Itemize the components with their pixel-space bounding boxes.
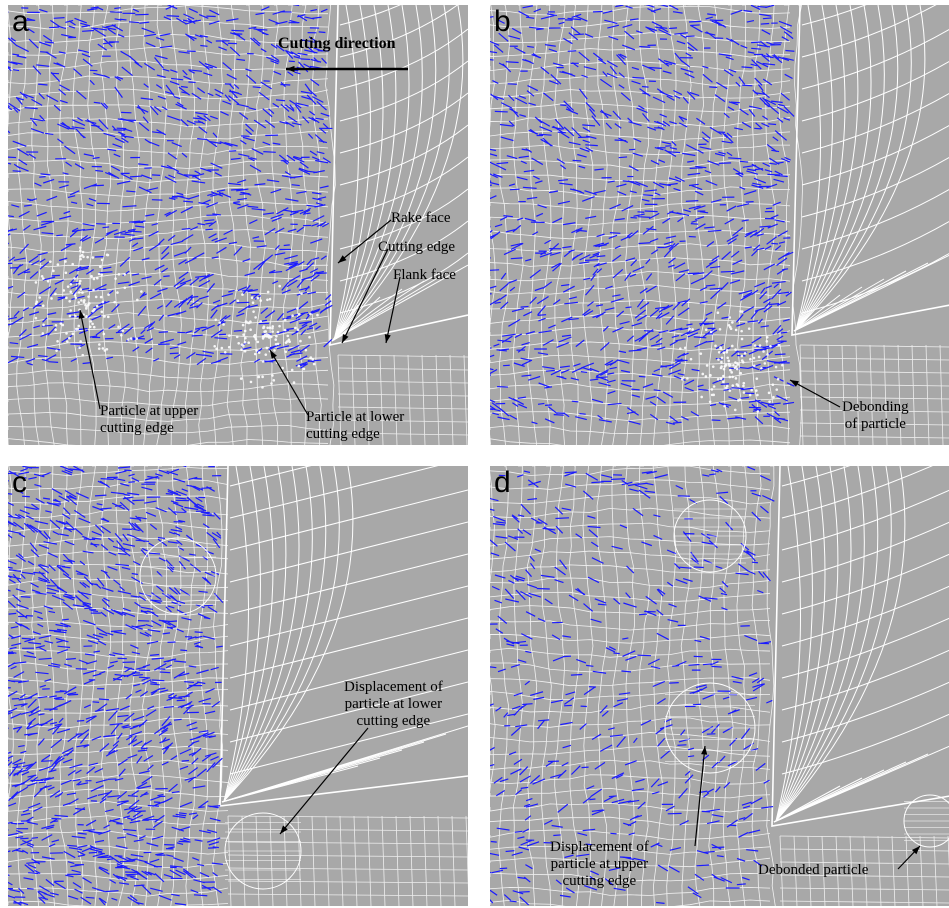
displacement-upper-arrow [694,745,708,847]
displacement-upper-label: Displacement of particle at upper cuttin… [550,839,649,889]
displacement-lower-arrow [279,727,369,835]
rake-face-arrow [337,219,392,264]
debonded-particle-label: Debonded particle [758,862,869,878]
debonded-particle [903,794,949,848]
panel-a: a Cutting direction Rake face Cutting ed… [8,5,468,445]
debonded-particle-arrow [897,845,921,870]
particle-upper [139,537,217,615]
displacement-vectors [8,5,333,369]
displacement-vectors [490,5,795,426]
particle-region [213,284,319,389]
particle-lower [224,812,302,890]
panel-label-d: d [494,466,511,499]
lower-workpiece-mesh [779,835,949,906]
particle-region [34,246,143,357]
particle-lower-arrow [269,349,309,416]
lower-workpiece-mesh [799,344,949,445]
lower-workpiece-mesh [337,354,468,445]
cutting-direction-arrow [286,65,408,73]
debonding-arrow [789,379,841,408]
cutting-edge-label: Cutting edge [378,239,456,255]
panel-c-mesh [8,466,468,906]
particle-region [678,310,784,413]
lower-workpiece-mesh [227,815,468,906]
particle-lower-label: Particle at lower cutting edge [306,409,405,442]
cutting-edge-arrow [341,248,389,344]
cutting-tool [329,5,468,346]
panel-a-mesh [8,5,468,445]
panel-b-mesh [490,5,949,445]
workpiece-mesh [8,466,229,906]
panel-label-c: c [12,466,27,499]
panel-c: c Displacement of particle at lower cutt… [8,466,468,906]
cutting-tool [791,5,949,336]
displacement-lower-label: Displacement of particle at lower cuttin… [344,679,443,729]
panel-b: b Debonding of particle [490,5,949,445]
particle-displaced [664,682,756,774]
cutting-direction-label: Cutting direction [278,35,396,52]
panel-label-b: b [494,5,511,38]
displacement-vectors [490,466,775,906]
debonding-label: Debonding of particle [842,399,909,432]
panel-d: d Displacement of particle at upper cutt… [490,466,949,906]
cutting-tool [219,466,468,807]
rake-face-label: Rake face [391,210,451,226]
particle-top [673,499,747,573]
particle-upper-label: Particle at upper cutting edge [100,403,199,436]
displacement-vectors [8,466,224,906]
flank-face-label: Flank face [393,267,456,283]
panel-d-mesh [490,466,949,906]
flank-face-arrow [384,276,401,344]
particle-upper-arrow [78,309,101,410]
panel-label-a: a [12,5,29,38]
cutting-tool [771,466,949,827]
